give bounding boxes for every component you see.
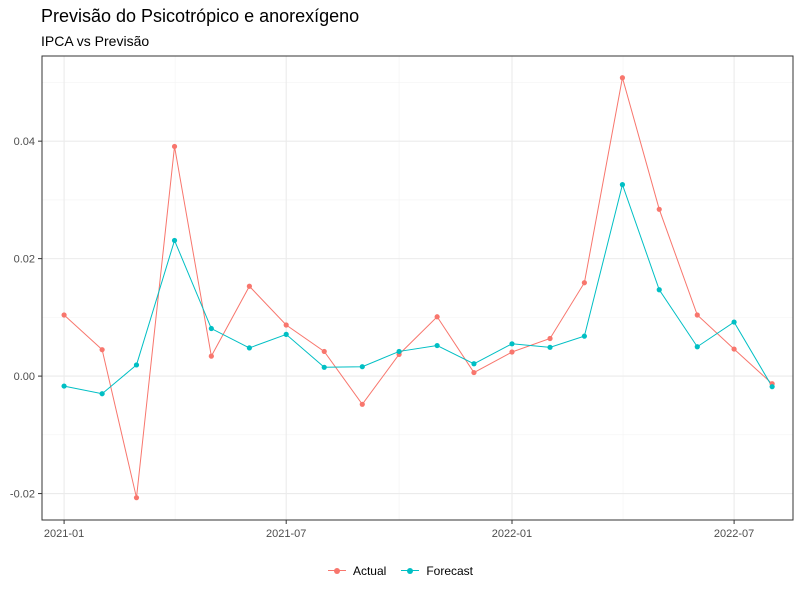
- data-point-actual: [246, 283, 252, 289]
- data-point-forecast: [359, 364, 365, 370]
- data-point-actual: [656, 206, 662, 212]
- x-tick-label: 2022-07: [714, 528, 754, 540]
- data-point-forecast: [133, 362, 140, 368]
- data-point-forecast: [171, 237, 178, 244]
- data-point-actual: [321, 348, 327, 355]
- legend-key-actual: [327, 564, 347, 578]
- series-lines: [63, 77, 773, 498]
- chart-title: Previsão do Psicotrópico e anorexígeno: [41, 6, 360, 26]
- data-point-forecast: [619, 182, 626, 188]
- series-points: [61, 75, 775, 501]
- data-point-actual: [694, 312, 700, 318]
- x-tick-labels: 2021-01 2021-07 2022-01 2022-07: [44, 528, 754, 540]
- x-tick-label: 2021-01: [44, 528, 84, 540]
- plot-panel: [42, 56, 793, 520]
- data-point-actual: [471, 369, 477, 376]
- data-point-actual: [359, 401, 365, 407]
- legend-label-forecast: Forecast: [426, 564, 474, 578]
- data-point-forecast: [731, 319, 737, 325]
- x-tick-label: 2021-07: [266, 528, 306, 540]
- data-point-forecast: [547, 344, 553, 350]
- data-point-forecast: [769, 384, 775, 390]
- data-point-forecast: [61, 383, 67, 389]
- data-point-actual: [208, 353, 214, 359]
- data-point-forecast: [434, 342, 440, 349]
- data-point-forecast: [581, 333, 587, 339]
- x-tick-label: 2022-01: [492, 528, 532, 540]
- data-point-actual: [99, 347, 105, 353]
- major-gridlines: [42, 56, 793, 520]
- y-tick-label: 0.04: [14, 136, 35, 148]
- data-point-forecast: [396, 348, 402, 355]
- data-point-actual: [619, 75, 626, 81]
- data-point-forecast: [283, 331, 289, 337]
- data-point-actual: [731, 346, 737, 352]
- plot-border: [41, 55, 794, 521]
- series-line-forecast: [63, 182, 773, 395]
- data-point-actual: [133, 495, 140, 501]
- y-tick-label: 0.02: [14, 254, 35, 266]
- y-tick-labels: -0.02 0.00 0.02 0.04: [10, 136, 35, 500]
- legend-item-actual[interactable]: Actual: [327, 564, 386, 578]
- chart-subtitle: IPCA vs Previsão: [41, 33, 150, 49]
- data-point-actual: [509, 349, 515, 355]
- data-point-forecast: [694, 344, 700, 350]
- y-tick-label: -0.02: [10, 489, 35, 501]
- data-point-forecast: [471, 361, 477, 367]
- legend-item-forecast[interactable]: Forecast: [400, 564, 473, 578]
- legend: Actual Forecast: [0, 564, 800, 578]
- data-point-forecast: [246, 345, 252, 351]
- data-point-actual: [171, 143, 178, 150]
- data-point-actual: [283, 322, 289, 328]
- series-line-actual: [63, 77, 773, 498]
- data-point-actual: [61, 312, 67, 318]
- y-tick-label: 0.00: [14, 371, 35, 383]
- legend-key-forecast: [400, 564, 420, 578]
- minor-gridlines: [42, 56, 793, 520]
- data-point-actual: [581, 280, 587, 286]
- data-point-actual: [434, 314, 440, 320]
- data-point-forecast: [656, 287, 662, 293]
- legend-label-actual: Actual: [352, 564, 387, 578]
- axis-ticks: [38, 140, 735, 524]
- data-point-forecast: [321, 364, 327, 370]
- data-point-forecast: [509, 341, 515, 347]
- data-point-actual: [547, 335, 553, 342]
- data-point-forecast: [99, 391, 105, 397]
- data-point-forecast: [208, 325, 214, 332]
